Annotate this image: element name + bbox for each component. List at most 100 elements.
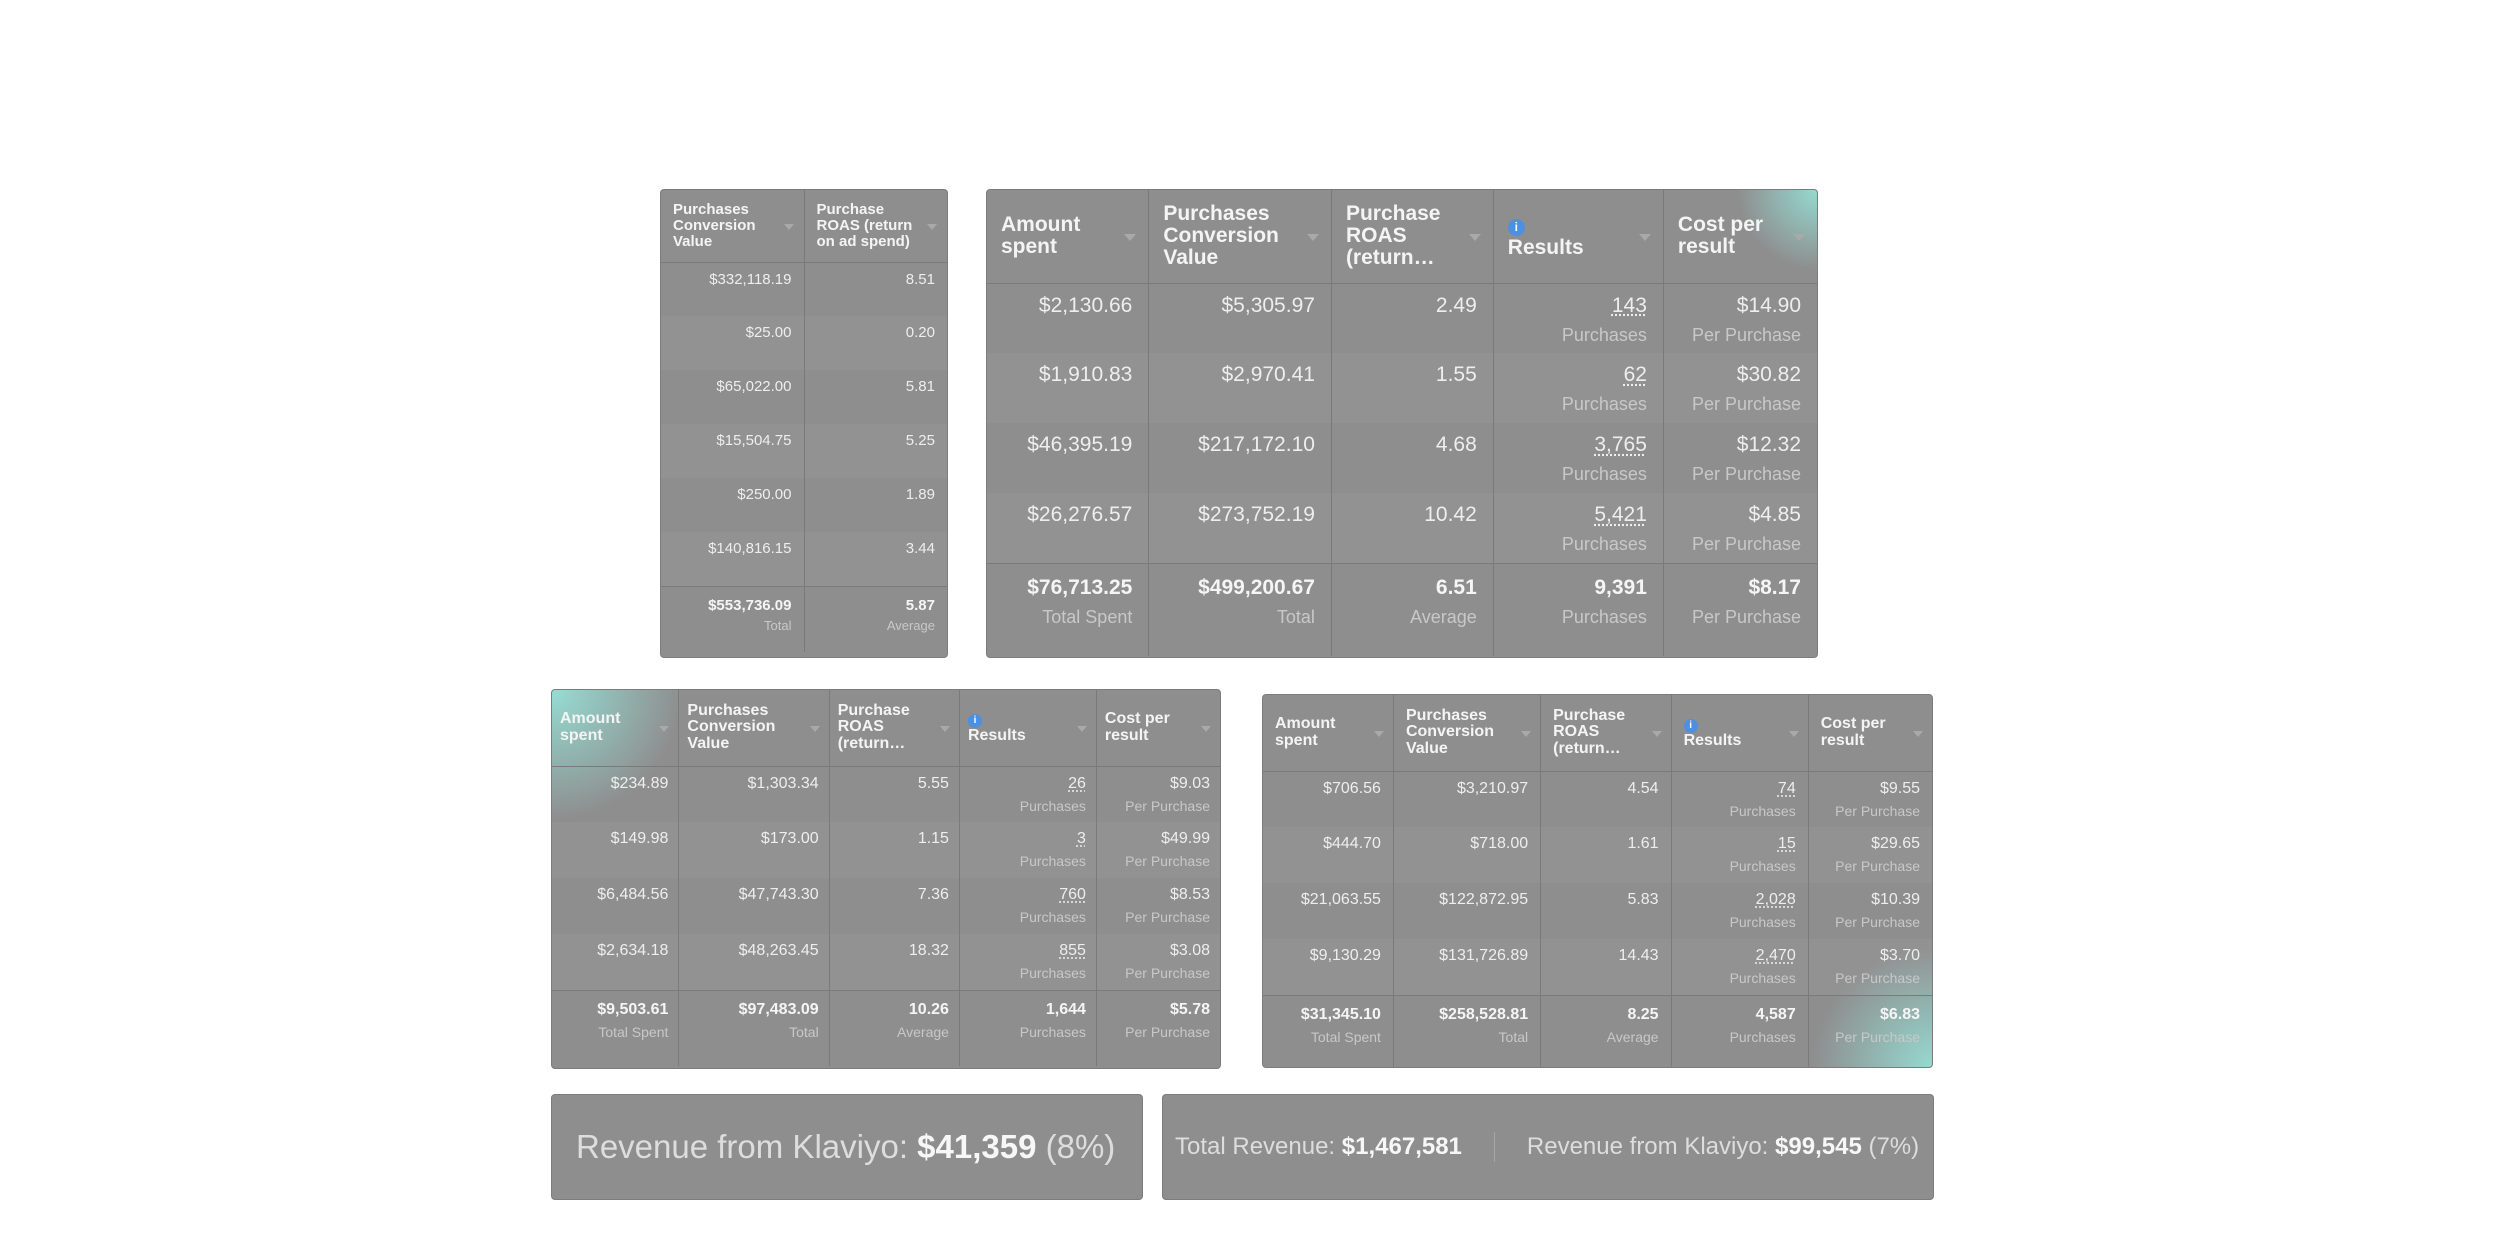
- cell-amount-spent: $26,276.57: [987, 493, 1150, 563]
- cell-roas: 0.20: [804, 316, 947, 370]
- sort-caret-icon[interactable]: [809, 725, 820, 732]
- sort-caret-icon[interactable]: [1468, 234, 1481, 242]
- column-header-cost-per-result[interactable]: Cost per result: [1663, 190, 1817, 284]
- results-link[interactable]: 15: [1777, 835, 1796, 852]
- column-header-purchase-roas[interactable]: Purchase ROAS (return…: [829, 690, 960, 767]
- column-header-results[interactable]: i Results: [1493, 190, 1664, 284]
- table-row: $140,816.15 3.44: [661, 532, 947, 586]
- column-header-amount-spent[interactable]: Amount spent: [987, 190, 1150, 284]
- klaviyo-revenue-value: $99,545: [1775, 1133, 1862, 1160]
- sort-caret-icon[interactable]: [783, 223, 794, 230]
- results-link[interactable]: 3: [1076, 830, 1086, 847]
- results-link[interactable]: 2,470: [1755, 947, 1796, 964]
- column-header-purchases-conversion-value[interactable]: Purchases Conversion Value: [678, 690, 830, 767]
- total-amount-spent: $76,713.25 Total Spent: [987, 562, 1150, 656]
- column-header-results[interactable]: i Results: [1671, 695, 1809, 772]
- table-row: $46,395.19 $217,172.10 4.68 3,765 Purchas…: [987, 423, 1817, 493]
- table-panel-campaign-summary: Amount spent Purchases Conversion Value …: [986, 189, 1818, 658]
- cell-cost-per-result: $8.53 Per Purchase: [1125, 886, 1210, 925]
- total-revenue-scorecard: Total Revenue: $1,467,581 Revenue from K…: [1162, 1094, 1934, 1200]
- total-results: 1,644 Purchases: [959, 989, 1097, 1066]
- cell-amount-spent: $9,130.29: [1263, 939, 1394, 995]
- results-link[interactable]: 26: [1068, 774, 1086, 792]
- results-link[interactable]: 143: [1611, 293, 1647, 317]
- column-header-purchase-roas[interactable]: Purchase ROAS (return…: [1540, 695, 1672, 772]
- sort-caret-icon[interactable]: [1638, 234, 1651, 242]
- cell-cost-per-result: $10.39 Per Purchase: [1835, 891, 1920, 930]
- cell-roas: 2.49: [1331, 283, 1494, 353]
- column-header-purchase-roas[interactable]: Purchase ROAS (return…: [1331, 190, 1494, 284]
- sort-caret-icon[interactable]: [1373, 730, 1384, 737]
- sort-caret-icon[interactable]: [927, 223, 937, 230]
- total-conversion-value: $258,528.81 Total: [1393, 994, 1542, 1067]
- cell-results: 855 Purchases: [959, 934, 1097, 990]
- results-link[interactable]: 74: [1777, 779, 1796, 797]
- sort-caret-icon[interactable]: [939, 725, 950, 732]
- table-row: $444.70 $718.00 1.61 15 Purchases $29.65 P…: [1263, 827, 1932, 883]
- total-roas: 6.51 Average: [1331, 562, 1494, 656]
- column-header-cost-per-result[interactable]: Cost per result: [1096, 690, 1220, 767]
- cell-conversion-value: $140,816.15: [661, 532, 805, 586]
- sort-caret-icon[interactable]: [1076, 725, 1087, 732]
- totals-row: $31,345.10 Total Spent $258,528.81 Total 8…: [1263, 994, 1932, 1067]
- totals-row: $553,736.09 Total 5.87 Average: [661, 585, 947, 652]
- column-header-purchase-roas[interactable]: Purchase ROAS (return on ad spend): [804, 190, 947, 263]
- info-icon[interactable]: i: [967, 714, 982, 729]
- total-amount-spent: $9,503.61 Total Spent: [552, 989, 680, 1066]
- sort-caret-icon[interactable]: [1306, 234, 1319, 242]
- column-header-purchases-conversion-value[interactable]: Purchases Conversion Value: [1148, 190, 1332, 284]
- info-icon[interactable]: i: [1507, 219, 1525, 237]
- results-link[interactable]: 62: [1623, 363, 1647, 386]
- cell-roas: 3.44: [804, 532, 947, 586]
- total-cost-per-result: $5.78 Per Purchase: [1096, 989, 1220, 1066]
- sort-caret-icon[interactable]: [1793, 234, 1805, 242]
- sort-caret-icon[interactable]: [1651, 730, 1662, 737]
- total-roas: 10.26 Average: [829, 989, 960, 1066]
- cell-results: 26 Purchases: [959, 766, 1097, 822]
- table-row: $65,022.00 5.81: [661, 370, 947, 424]
- column-header-cost-per-result[interactable]: Cost per result: [1808, 695, 1932, 772]
- cell-roas: 5.83: [1540, 883, 1672, 939]
- info-icon[interactable]: i: [1683, 719, 1698, 734]
- total-conversion-value: $553,736.09 Total: [661, 585, 805, 652]
- cell-conversion-value: $131,726.89: [1393, 939, 1542, 995]
- results-link[interactable]: 855: [1059, 942, 1086, 959]
- cell-cost-per-result: $29.65 Per Purchase: [1808, 827, 1932, 883]
- sort-caret-icon[interactable]: [1124, 234, 1137, 242]
- cell-conversion-value: $15,504.75: [661, 424, 805, 478]
- column-header-results[interactable]: i Results: [959, 690, 1097, 767]
- cell-roas: 4.54: [1540, 771, 1672, 827]
- table-row: $2,130.66 $5,305.97 2.49 143 Purchases $1…: [987, 283, 1817, 353]
- data-table: Purchases Conversion Value Purchase ROAS…: [661, 190, 947, 652]
- cell-roas: 7.36: [829, 878, 960, 934]
- cell-amount-spent: $46,395.19: [987, 423, 1150, 493]
- sort-caret-icon[interactable]: [659, 725, 670, 732]
- cell-amount-spent: $2,130.66: [987, 283, 1150, 353]
- table-panel-left-campaigns: Amount spent Purchases Conversion Value …: [551, 689, 1221, 1069]
- results-link[interactable]: 760: [1059, 886, 1086, 903]
- column-header-amount-spent[interactable]: Amount spent: [552, 690, 680, 767]
- results-link[interactable]: 2,028: [1755, 891, 1796, 908]
- cell-roas: 18.32: [829, 934, 960, 990]
- table-panel-right-campaigns: Amount spent Purchases Conversion Value …: [1262, 694, 1933, 1068]
- cell-results: 2,470 Purchases: [1671, 939, 1809, 995]
- data-table: Amount spent Purchases Conversion Value …: [1263, 695, 1932, 1067]
- sort-caret-icon[interactable]: [1913, 730, 1923, 737]
- column-header-purchases-conversion-value[interactable]: Purchases Conversion Value: [661, 190, 805, 263]
- column-header-purchases-conversion-value[interactable]: Purchases Conversion Value: [1393, 695, 1542, 772]
- sort-caret-icon[interactable]: [1521, 730, 1532, 737]
- totals-row: $9,503.61 Total Spent $97,483.09 Total 10.…: [552, 989, 1220, 1066]
- sort-caret-icon[interactable]: [1201, 725, 1211, 732]
- cell-results: 15 Purchases: [1671, 827, 1809, 883]
- results-link[interactable]: 3,765: [1594, 433, 1647, 456]
- cell-cost-per-result: $3.08 Per Purchase: [1096, 934, 1220, 990]
- total-amount-spent: $31,345.10 Total Spent: [1263, 994, 1394, 1067]
- column-header-amount-spent[interactable]: Amount spent: [1263, 695, 1394, 772]
- data-table: Amount spent Purchases Conversion Value …: [552, 690, 1220, 1066]
- cell-roas: 1.89: [905, 486, 935, 503]
- results-link[interactable]: 5,421: [1594, 503, 1647, 526]
- cell-conversion-value: $332,118.19: [661, 262, 805, 316]
- cell-cost-per-result: $49.99 Per Purchase: [1096, 822, 1220, 878]
- cell-roas: 1.61: [1540, 827, 1672, 883]
- sort-caret-icon[interactable]: [1788, 730, 1799, 737]
